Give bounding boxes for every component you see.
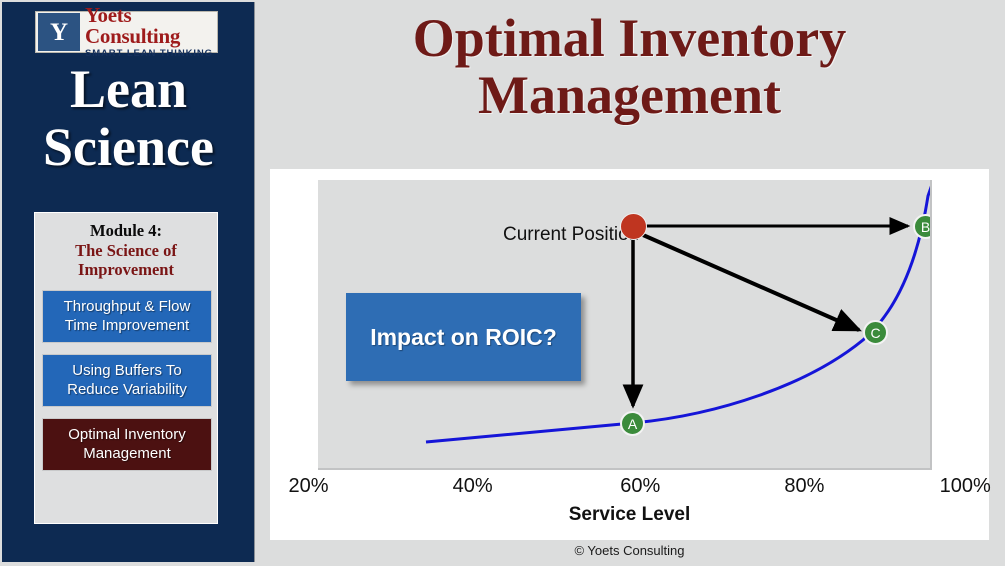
page-title: Optimal Inventory Management — [256, 10, 1003, 124]
nav-label-line-1: Throughput & Flow — [63, 298, 191, 315]
brand-title: Lean Science — [2, 60, 255, 176]
nav-label-line-1: Using Buffers To — [72, 362, 182, 379]
logo-company-name: Yoets Consulting — [85, 3, 181, 48]
page-title-line-2: Management — [478, 65, 781, 125]
x-tick-60: 60% — [620, 475, 661, 497]
point-c-marker[interactable]: C — [863, 320, 888, 345]
brand-line-1: Lean — [69, 59, 188, 119]
module-subtitle-line-1: The Science of — [75, 241, 177, 260]
module-number-label: Module 4: — [90, 221, 162, 240]
nav-label-line-2: Reduce Variability — [67, 381, 187, 398]
sidebar-item-throughput-flow[interactable]: Throughput & Flow Time Improvement — [42, 290, 212, 343]
plot-area: Impact on ROIC? Current Position A C B — [318, 180, 932, 470]
module-subtitle: The Science of Improvement — [42, 241, 210, 279]
inventory-curve — [425, 185, 930, 444]
logo-mark-icon: Y — [38, 13, 80, 51]
brand-line-2: Science — [43, 117, 214, 177]
arrow-current-to-c — [642, 233, 862, 332]
chart-svg — [425, 185, 930, 444]
x-tick-40: 40% — [452, 475, 493, 497]
sidebar-item-optimal-inventory[interactable]: Optimal Inventory Management — [42, 418, 212, 471]
x-tick-20: 20% — [288, 475, 329, 497]
impact-callout-box: Impact on ROIC? — [346, 293, 581, 381]
x-axis-ticks: 20% 40% 60% 80% 100% — [288, 475, 991, 501]
x-tick-100: 100% — [939, 475, 991, 497]
page-title-line-1: Optimal Inventory — [412, 8, 847, 68]
sidebar-item-using-buffers[interactable]: Using Buffers To Reduce Variability — [42, 354, 212, 407]
content-area: Optimal Inventory Management Total Inven… — [256, 2, 1003, 562]
point-b-marker[interactable]: B — [913, 214, 930, 239]
nav-label-line-2: Management — [83, 445, 171, 462]
module-panel: Module 4: The Science of Improvement Thr… — [34, 212, 218, 524]
sidebar: Y Yoets Consulting SMART LEAN THINKING L… — [2, 2, 255, 562]
logo-text: Yoets Consulting SMART LEAN THINKING — [80, 3, 217, 60]
current-position-label: Current Position — [503, 224, 640, 245]
x-tick-80: 80% — [784, 475, 825, 497]
logo-tagline: SMART LEAN THINKING — [85, 48, 213, 59]
company-logo: Y Yoets Consulting SMART LEAN THINKING — [35, 5, 218, 59]
point-a-marker[interactable]: A — [620, 411, 645, 436]
x-axis-label: Service Level — [568, 504, 691, 525]
module-subtitle-line-2: Improvement — [78, 260, 174, 279]
footer-copyright: © Yoets Consulting — [574, 543, 685, 558]
nav-label-line-1: Optimal Inventory — [68, 426, 186, 443]
nav-label-line-2: Time Improvement — [64, 317, 190, 334]
current-position-marker[interactable] — [620, 213, 647, 240]
chart-card: Total Inventory Investment — [270, 169, 991, 540]
